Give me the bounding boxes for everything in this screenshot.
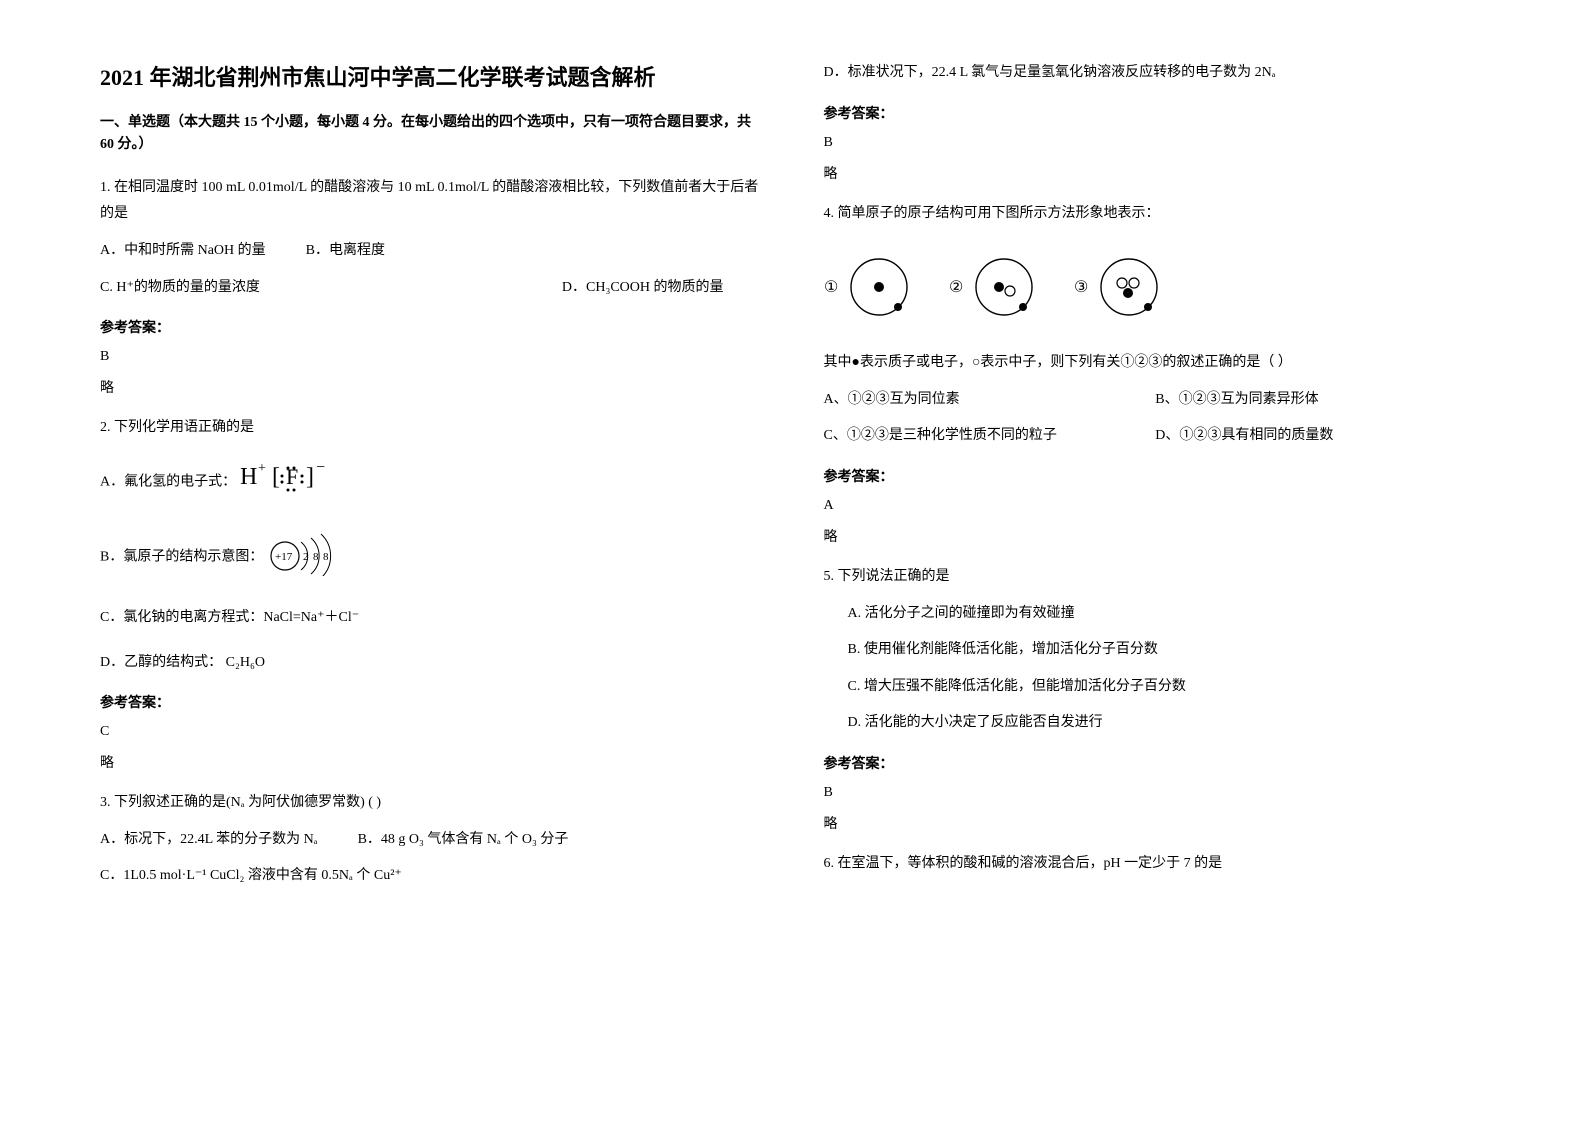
section1-heading: 一、单选题（本大题共 15 个小题，每小题 4 分。在每小题给出的四个选项中，只… bbox=[100, 112, 764, 157]
q6-text: 6. 在室温下，等体积的酸和碱的溶液混合后，pH 一定少于 7 的是 bbox=[824, 851, 1488, 878]
q5-optB: B. 使用催化剂能降低活化能，增加活化分子百分数 bbox=[824, 637, 1488, 664]
q3-text: 3. 下列叙述正确的是(Nₐ 为阿伏伽德罗常数) ( ) bbox=[100, 790, 764, 817]
q5-answer: B bbox=[824, 785, 1488, 801]
svg-text:]: ] bbox=[306, 464, 314, 490]
q1-note: 略 bbox=[100, 377, 764, 397]
q4-optC: C、①②③是三种化学性质不同的粒子 bbox=[824, 423, 1156, 450]
svg-text:③: ③ bbox=[1074, 279, 1088, 296]
q2-optB-pre: B．氯原子的结构示意图： bbox=[100, 550, 263, 565]
q1-row1: A．中和时所需 NaOH 的量 B．电离程度 bbox=[100, 238, 764, 265]
q4-row1: A、①②③互为同位素 B、①②③互为同素异形体 bbox=[824, 387, 1488, 414]
q4-optB: B、①②③互为同素异形体 bbox=[1155, 387, 1487, 414]
q4-optD: D、①②③具有相同的质量数 bbox=[1155, 423, 1487, 450]
svg-text:H: H bbox=[240, 464, 257, 490]
q5-text: 5. 下列说法正确的是 bbox=[824, 564, 1488, 591]
q2-optA-pre: A．氟化氢的电子式： bbox=[100, 474, 236, 489]
q3-answer-head: 参考答案： bbox=[824, 103, 1488, 123]
q5-optD: D. 活化能的大小决定了反应能否自发进行 bbox=[824, 710, 1488, 737]
q3-optD: D．标准状况下，22.4 L 氯气与足量氢氧化钠溶液反应转移的电子数为 2Nₐ bbox=[824, 60, 1488, 87]
q1-optB: B．电离程度 bbox=[306, 238, 385, 265]
hf-formula-icon: H + [ F ] − bbox=[240, 460, 350, 505]
q3-optB: B．48 g O₃ 气体含有 Nₐ 个 O₃ 分子 bbox=[358, 827, 569, 854]
q3-answer: B bbox=[824, 135, 1488, 151]
q1-row2: C. H⁺的物质的量的量浓度 D．CH₃COOH 的物质的量 bbox=[100, 275, 764, 302]
q2-optC: C．氯化钠的电离方程式：NaCl=Na⁺＋Cl⁻ bbox=[100, 605, 764, 632]
q4-text: 4. 简单原子的原子结构可用下图所示方法形象地表示： bbox=[824, 201, 1488, 228]
q5-note: 略 bbox=[824, 813, 1488, 833]
svg-text:[: [ bbox=[272, 464, 280, 490]
q2-optD: D．乙醇的结构式： C₂H₆O bbox=[100, 650, 764, 677]
q1-text: 1. 在相同温度时 100 mL 0.01mol/L 的醋酸溶液与 10 mL … bbox=[100, 175, 764, 228]
svg-text:+: + bbox=[258, 461, 266, 476]
svg-text:2: 2 bbox=[303, 551, 309, 563]
q4-row2: C、①②③是三种化学性质不同的粒子 D、①②③具有相同的质量数 bbox=[824, 423, 1488, 450]
right-column: D．标准状况下，22.4 L 氯气与足量氢氧化钠溶液反应转移的电子数为 2Nₐ … bbox=[824, 60, 1488, 1062]
q3-row1: A．标况下，22.4L 苯的分子数为 Nₐ B．48 g O₃ 气体含有 Nₐ … bbox=[100, 827, 764, 854]
q1-answer: B bbox=[100, 349, 764, 365]
cl-atom-diagram-icon: +17 2 8 8 bbox=[267, 528, 357, 587]
q5-optC: C. 增大压强不能降低活化能，但能增加活化分子百分数 bbox=[824, 674, 1488, 701]
svg-text:8: 8 bbox=[323, 551, 329, 563]
exam-title: 2021 年湖北省荆州市焦山河中学高二化学联考试题含解析 bbox=[100, 60, 764, 92]
q2-answer: C bbox=[100, 724, 764, 740]
q2-text: 2. 下列化学用语正确的是 bbox=[100, 415, 764, 442]
q1-optA: A．中和时所需 NaOH 的量 bbox=[100, 238, 266, 265]
left-column: 2021 年湖北省荆州市焦山河中学高二化学联考试题含解析 一、单选题（本大题共 … bbox=[100, 60, 764, 1062]
svg-text:F: F bbox=[286, 464, 298, 489]
q2-note: 略 bbox=[100, 752, 764, 772]
q4-optA: A、①②③互为同位素 bbox=[824, 387, 1156, 414]
svg-text:−: − bbox=[316, 460, 325, 476]
q5-optA: A. 活化分子之间的碰撞即为有效碰撞 bbox=[824, 601, 1488, 628]
q4-atom-diagram: ① ② ③ bbox=[824, 247, 1488, 332]
q3-note: 略 bbox=[824, 163, 1488, 183]
q4-note: 略 bbox=[824, 526, 1488, 546]
q4-desc: 其中●表示质子或电子，○表示中子，则下列有关①②③的叙述正确的是（ ） bbox=[824, 350, 1488, 377]
q1-optC: C. H⁺的物质的量的量浓度 bbox=[100, 275, 562, 302]
q4-answer-head: 参考答案： bbox=[824, 466, 1488, 486]
q4-answer: A bbox=[824, 498, 1488, 514]
q3-optA: A．标况下，22.4L 苯的分子数为 Nₐ bbox=[100, 827, 318, 854]
q2-optA: A．氟化氢的电子式： H + [ F ] − bbox=[100, 460, 764, 505]
q2-optB: B．氯原子的结构示意图： +17 2 8 8 bbox=[100, 528, 764, 587]
q3-optC: C．1L0.5 mol·L⁻¹ CuCl₂ 溶液中含有 0.5Nₐ 个 Cu²⁺ bbox=[100, 863, 764, 890]
svg-text:①: ① bbox=[824, 279, 838, 296]
svg-text:+17: +17 bbox=[275, 551, 293, 563]
q1-optD: D．CH₃COOH 的物质的量 bbox=[562, 275, 724, 302]
svg-text:②: ② bbox=[949, 279, 963, 296]
q2-answer-head: 参考答案： bbox=[100, 692, 764, 712]
svg-text:8: 8 bbox=[313, 551, 319, 563]
q1-answer-head: 参考答案： bbox=[100, 317, 764, 337]
q5-answer-head: 参考答案： bbox=[824, 753, 1488, 773]
